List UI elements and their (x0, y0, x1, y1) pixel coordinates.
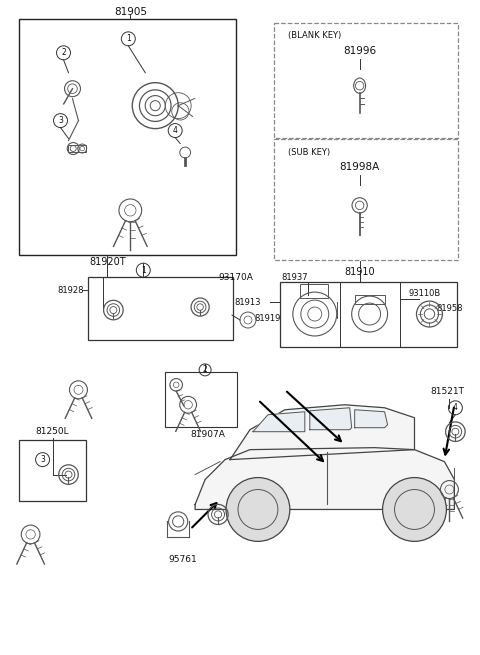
Polygon shape (195, 447, 455, 510)
Text: 81928: 81928 (57, 286, 84, 295)
Text: 81958: 81958 (436, 303, 463, 312)
Bar (19, 440, 86, 502)
Bar (165, 372, 237, 426)
Text: 93110B: 93110B (408, 289, 441, 297)
Text: 81250L: 81250L (36, 427, 69, 436)
Bar (274, 23, 458, 138)
Text: 4: 4 (453, 403, 458, 412)
Text: 81998A: 81998A (339, 162, 380, 172)
Text: 81907A: 81907A (191, 430, 226, 440)
Circle shape (383, 477, 446, 542)
Bar (88, 277, 233, 340)
Text: (BLANK KEY): (BLANK KEY) (288, 31, 341, 41)
Bar (300, 284, 328, 298)
Bar (19, 19, 236, 255)
Bar (280, 282, 457, 347)
Text: 81521T: 81521T (431, 387, 464, 396)
Polygon shape (230, 405, 415, 460)
Text: 81919: 81919 (255, 314, 281, 322)
Text: 1: 1 (141, 266, 145, 274)
Text: (SUB KEY): (SUB KEY) (288, 148, 330, 157)
Polygon shape (310, 408, 352, 430)
Text: 4: 4 (173, 126, 178, 135)
Text: 81937: 81937 (282, 272, 308, 282)
Polygon shape (355, 410, 387, 428)
Text: 81905: 81905 (114, 7, 147, 17)
Text: 81920T: 81920T (89, 257, 126, 267)
Circle shape (226, 477, 290, 542)
Text: 81996: 81996 (343, 46, 376, 56)
Bar (68, 145, 86, 152)
Text: 93170A: 93170A (218, 272, 253, 282)
Bar (274, 139, 458, 260)
Bar (355, 295, 384, 304)
Text: 1: 1 (126, 34, 131, 43)
Text: 2: 2 (61, 48, 66, 57)
Text: 95761: 95761 (169, 555, 198, 564)
Text: 81910: 81910 (344, 267, 375, 277)
Text: 3: 3 (58, 116, 63, 125)
Text: 3: 3 (40, 455, 45, 464)
Text: 2: 2 (203, 365, 207, 375)
Polygon shape (253, 412, 305, 432)
Text: 81913: 81913 (235, 297, 261, 307)
